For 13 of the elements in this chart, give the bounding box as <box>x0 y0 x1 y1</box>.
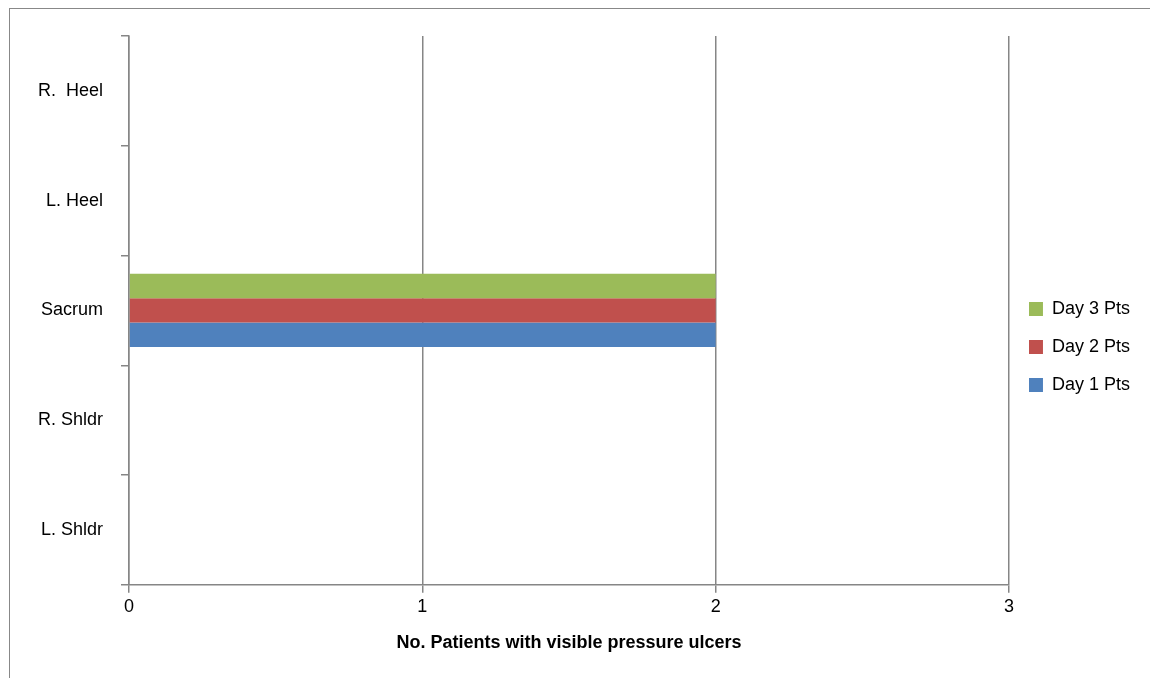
x-tick-label: 2 <box>710 595 721 616</box>
legend-label: Day 3 Pts <box>1051 297 1130 318</box>
y-tick-label: L. Shldr <box>40 518 104 539</box>
x-axis-title: No. Patients with visible pressure ulcers <box>396 632 742 653</box>
y-tick-label: R. Heel <box>37 79 104 100</box>
x-tick-label: 1 <box>417 595 428 616</box>
y-tick-label: Sacrum <box>41 299 104 320</box>
y-tick-label: R. Shldr <box>37 409 104 430</box>
legend-label: Day 1 Pts <box>1051 373 1130 394</box>
legend-label: Day 2 Pts <box>1051 335 1130 356</box>
x-tick-label: 0 <box>124 595 135 616</box>
y-tick-label: L. Heel <box>45 189 104 210</box>
x-tick-label: 3 <box>1003 595 1014 616</box>
